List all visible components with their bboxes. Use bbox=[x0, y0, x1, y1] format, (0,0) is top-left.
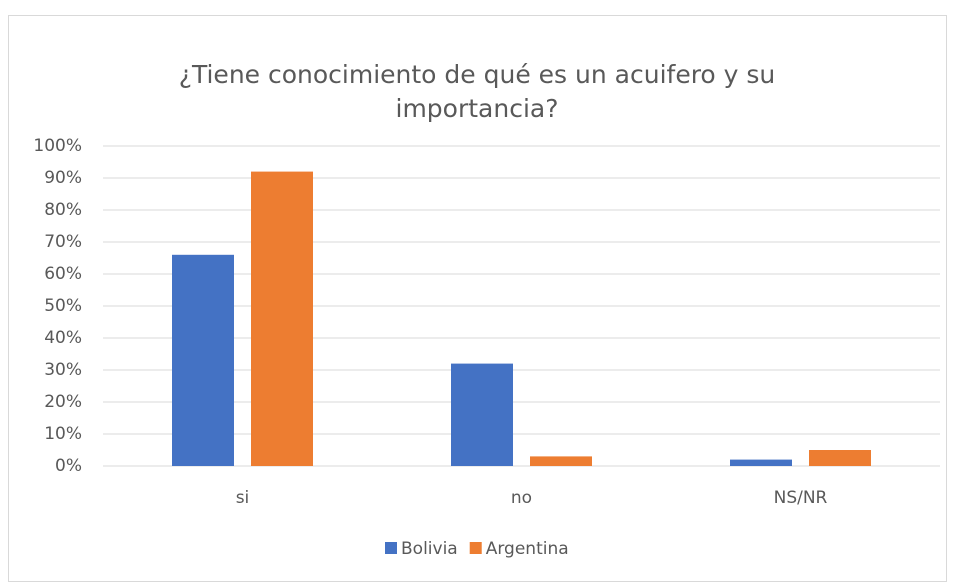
chart-title: ¿Tiene conocimiento de qué es un acuifer… bbox=[178, 60, 776, 123]
y-tick-label: 0% bbox=[55, 456, 82, 476]
y-tick-label: 10% bbox=[44, 424, 82, 444]
bar bbox=[172, 254, 234, 466]
bar bbox=[809, 450, 871, 466]
x-tick-label: no bbox=[511, 488, 532, 508]
chart-border bbox=[8, 15, 947, 582]
bar bbox=[251, 171, 313, 466]
y-tick-label: 60% bbox=[44, 264, 82, 284]
bar bbox=[530, 456, 592, 466]
y-tick-label: 100% bbox=[33, 136, 82, 156]
y-tick-label: 90% bbox=[44, 168, 82, 188]
y-tick-label: 70% bbox=[44, 232, 82, 252]
legend-swatch bbox=[385, 542, 397, 554]
y-tick-label: 80% bbox=[44, 200, 82, 220]
legend-swatch bbox=[469, 542, 482, 554]
y-tick-label: 50% bbox=[44, 296, 82, 316]
bar bbox=[730, 459, 792, 466]
y-tick-label: 40% bbox=[44, 328, 82, 348]
y-tick-label: 20% bbox=[44, 392, 82, 412]
x-tick-label: NS/NR bbox=[774, 488, 828, 508]
x-tick-label: si bbox=[236, 488, 250, 508]
y-tick-label: 30% bbox=[44, 360, 82, 380]
legend-label: Bolivia bbox=[401, 539, 458, 559]
legend-label: Argentina bbox=[486, 539, 569, 559]
bar bbox=[451, 363, 513, 466]
